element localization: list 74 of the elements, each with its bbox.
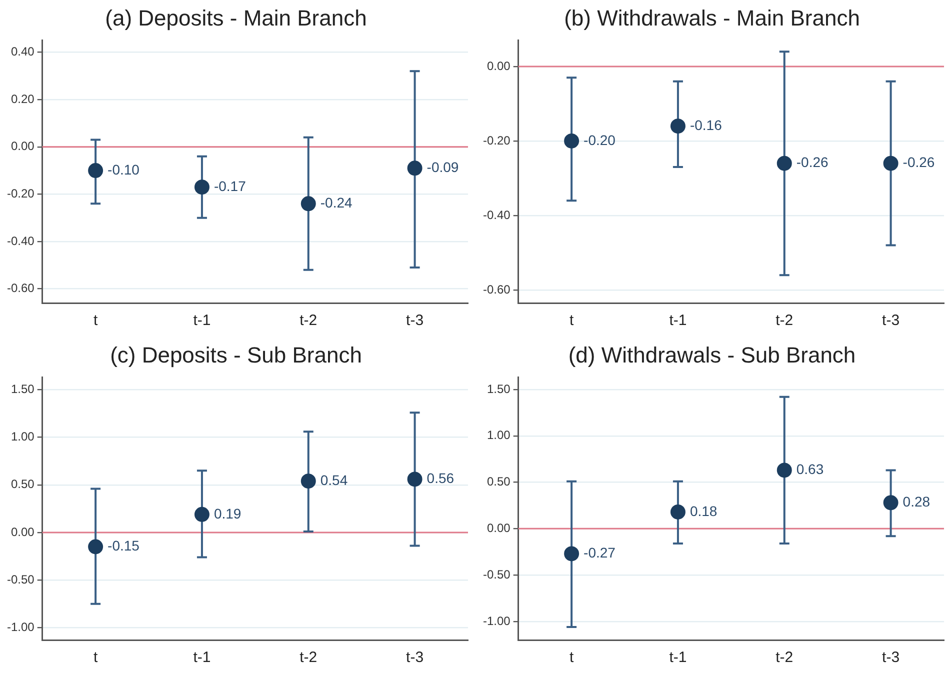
y-tick-label: -0.50 bbox=[482, 567, 511, 582]
x-tick-label: t-3 bbox=[882, 312, 900, 330]
point bbox=[564, 133, 580, 148]
y-tick-label: 0.00 bbox=[486, 58, 511, 73]
data-label: -0.17 bbox=[214, 178, 246, 194]
chart-title: (b) Withdrawals - Main Branch bbox=[564, 5, 860, 30]
data-label: -0.15 bbox=[108, 538, 140, 554]
point bbox=[564, 546, 580, 562]
chart-title: (a) Deposits - Main Branch bbox=[105, 5, 367, 30]
y-tick-label: -0.50 bbox=[6, 572, 35, 586]
data-label: 0.18 bbox=[690, 502, 718, 519]
y-tick-label: 1.00 bbox=[10, 430, 35, 444]
y-tick-label: 0.20 bbox=[10, 92, 35, 106]
x-tick-label: t bbox=[93, 649, 98, 666]
x-tick-label: t-2 bbox=[776, 649, 794, 666]
point bbox=[776, 156, 792, 171]
point bbox=[883, 156, 898, 171]
x-tick-label: t-1 bbox=[669, 649, 687, 666]
data-label: -0.24 bbox=[320, 194, 353, 210]
point bbox=[194, 180, 210, 195]
x-tick-label: t-2 bbox=[300, 312, 318, 330]
y-tick-label: 1.00 bbox=[486, 428, 511, 442]
point bbox=[407, 160, 422, 176]
data-label: 0.54 bbox=[320, 472, 348, 488]
y-tick-label: -0.40 bbox=[6, 234, 35, 248]
x-tick-label: t-1 bbox=[193, 649, 211, 666]
x-tick-label: t-3 bbox=[406, 649, 424, 666]
data-label: 0.28 bbox=[902, 494, 930, 510]
point bbox=[776, 462, 792, 478]
y-tick-label: -0.40 bbox=[482, 208, 511, 222]
y-tick-label: 0.00 bbox=[10, 139, 35, 154]
data-label: 0.63 bbox=[796, 461, 824, 478]
x-tick-label: t-2 bbox=[776, 312, 794, 330]
point bbox=[300, 474, 316, 489]
x-tick-label: t-3 bbox=[406, 312, 424, 330]
point bbox=[88, 163, 104, 178]
y-tick-label: -0.20 bbox=[6, 186, 35, 200]
point bbox=[670, 118, 686, 134]
point bbox=[670, 504, 686, 520]
y-tick-label: 0.50 bbox=[486, 474, 511, 489]
data-label: -0.20 bbox=[584, 132, 616, 148]
data-label: 0.56 bbox=[426, 470, 454, 486]
y-tick-label: 0.40 bbox=[10, 44, 35, 59]
y-tick-label: 0.00 bbox=[10, 524, 35, 539]
x-tick-label: t-1 bbox=[193, 312, 211, 330]
y-tick-label: 0.50 bbox=[10, 477, 35, 492]
y-tick-label: -1.00 bbox=[482, 614, 511, 628]
chart-title: (d) Withdrawals - Sub Branch bbox=[568, 342, 856, 368]
data-label: -0.10 bbox=[108, 161, 140, 178]
x-tick-label: t bbox=[93, 312, 98, 330]
data-label: 0.19 bbox=[214, 505, 242, 522]
point bbox=[194, 506, 210, 522]
data-label: -0.09 bbox=[426, 159, 459, 176]
data-label: -0.16 bbox=[690, 116, 722, 133]
point bbox=[300, 196, 316, 212]
y-tick-label: -0.20 bbox=[482, 133, 511, 148]
y-tick-label: 1.50 bbox=[486, 382, 511, 396]
y-tick-label: -0.60 bbox=[482, 282, 511, 296]
point bbox=[883, 495, 898, 510]
data-label: -0.27 bbox=[584, 544, 616, 561]
y-tick-label: 0.00 bbox=[486, 520, 511, 535]
x-tick-label: t-3 bbox=[882, 649, 900, 666]
y-tick-label: 1.50 bbox=[10, 382, 35, 396]
x-tick-label: t bbox=[569, 312, 574, 330]
chart-title: (c) Deposits - Sub Branch bbox=[110, 342, 362, 368]
x-tick-label: t-2 bbox=[300, 649, 318, 666]
y-tick-label: -0.60 bbox=[6, 281, 35, 296]
data-label: -0.26 bbox=[796, 154, 829, 170]
point bbox=[407, 472, 422, 487]
x-tick-label: t bbox=[569, 649, 574, 666]
point bbox=[88, 539, 104, 554]
data-label: -0.26 bbox=[902, 154, 935, 170]
x-tick-label: t-1 bbox=[669, 312, 687, 330]
y-tick-label: -1.00 bbox=[6, 620, 35, 634]
